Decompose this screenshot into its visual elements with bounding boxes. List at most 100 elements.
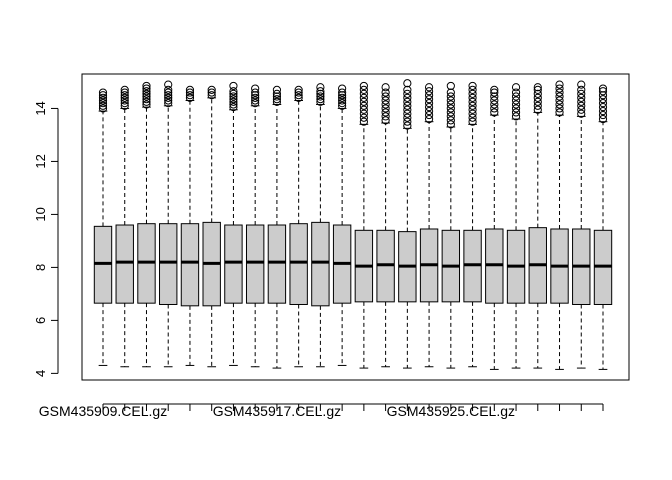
outlier-point (98, 93, 108, 102)
outlier-point (251, 88, 260, 97)
box-20 (506, 83, 526, 369)
outlier-point (359, 117, 368, 126)
outlier-point (338, 84, 347, 93)
outlier-point (381, 100, 390, 109)
outlier-point (381, 116, 390, 125)
outlier-point (533, 85, 542, 94)
outlier-point (403, 121, 412, 130)
y-tick-label-8: 8 (33, 264, 48, 271)
box-9 (267, 85, 287, 369)
outlier-point (120, 96, 129, 105)
outlier-point (511, 88, 521, 97)
outlier-point (142, 81, 151, 91)
box-22 (550, 80, 569, 370)
outlier-point (446, 104, 455, 113)
outlier-point (359, 101, 368, 110)
outlier-point (511, 96, 521, 105)
outlier-point (185, 88, 195, 97)
outlier-point (598, 84, 608, 93)
outlier-point (164, 85, 173, 94)
outlier-point (403, 101, 412, 110)
outlier-point (577, 109, 586, 118)
iqr-box (115, 224, 134, 304)
outlier-point (577, 80, 586, 89)
outlier-point (511, 104, 521, 113)
outlier-point (598, 91, 608, 100)
box-15 (398, 79, 417, 369)
outlier-point (120, 101, 129, 110)
outlier-point (359, 105, 368, 114)
outlier-point (598, 103, 608, 112)
outlier-point (229, 89, 238, 98)
outlier-point (468, 85, 477, 94)
outlier-point (424, 114, 434, 124)
outlier-point (229, 97, 238, 106)
outlier-point (229, 95, 238, 104)
outlier-point (555, 80, 564, 89)
outlier-point (555, 96, 564, 105)
outlier-point (424, 110, 434, 120)
outlier-point (251, 99, 260, 108)
outlier-point (272, 89, 282, 98)
outlier-point (359, 97, 368, 106)
outlier-point (359, 81, 368, 91)
outlier-point (164, 93, 173, 102)
x-tick-label-17: GSM435925.CEL.gz (387, 403, 515, 419)
outlier-point (403, 79, 412, 88)
outlier-point (403, 93, 412, 102)
iqr-box (224, 224, 243, 304)
outlier-point (294, 88, 303, 97)
outlier-point (338, 88, 347, 97)
outlier-point (381, 96, 390, 105)
outlier-point (533, 89, 542, 98)
outlier-point (577, 105, 586, 114)
outlier-point (446, 116, 455, 125)
outlier-point (359, 109, 368, 118)
outlier-point (142, 97, 151, 106)
box-3 (137, 81, 156, 368)
outlier-point (316, 95, 325, 104)
outlier-point (598, 95, 608, 104)
outlier-point (185, 93, 195, 102)
outlier-point (359, 89, 368, 98)
outlier-point (468, 81, 477, 91)
outlier-point (424, 103, 434, 112)
box-18 (463, 81, 482, 368)
outlier-point (272, 85, 282, 94)
outlier-point (207, 85, 216, 94)
outlier-point (446, 112, 455, 121)
outlier-point (381, 83, 390, 92)
box-2 (115, 85, 134, 368)
outlier-point (229, 103, 238, 112)
box-14 (376, 83, 395, 368)
outlier-point (555, 92, 564, 101)
box-13 (354, 81, 374, 369)
outlier-point (359, 93, 368, 102)
outlier-point (511, 92, 521, 101)
outlier-point (272, 97, 282, 106)
outlier-point (577, 97, 586, 106)
outlier-point (490, 100, 499, 109)
iqr-box (311, 221, 330, 307)
outlier-point (598, 110, 608, 120)
outlier-point (577, 89, 586, 98)
outlier-point (446, 81, 455, 91)
outlier-point (598, 106, 608, 116)
outlier-point (229, 87, 238, 96)
outlier-point (511, 108, 521, 117)
outlier-point (98, 104, 108, 113)
outlier-point (446, 100, 455, 109)
outlier-point (533, 105, 542, 114)
outlier-point (577, 85, 586, 94)
outlier-point (490, 85, 499, 94)
outlier-point (533, 101, 542, 110)
outlier-point (403, 109, 412, 118)
outlier-point (164, 80, 173, 89)
outlier-point (424, 87, 434, 96)
outlier-point (533, 93, 542, 102)
box-11 (311, 83, 330, 368)
outlier-point (381, 108, 390, 117)
outlier-point (164, 99, 173, 108)
box-8 (245, 84, 265, 368)
outlier-point (403, 105, 412, 114)
